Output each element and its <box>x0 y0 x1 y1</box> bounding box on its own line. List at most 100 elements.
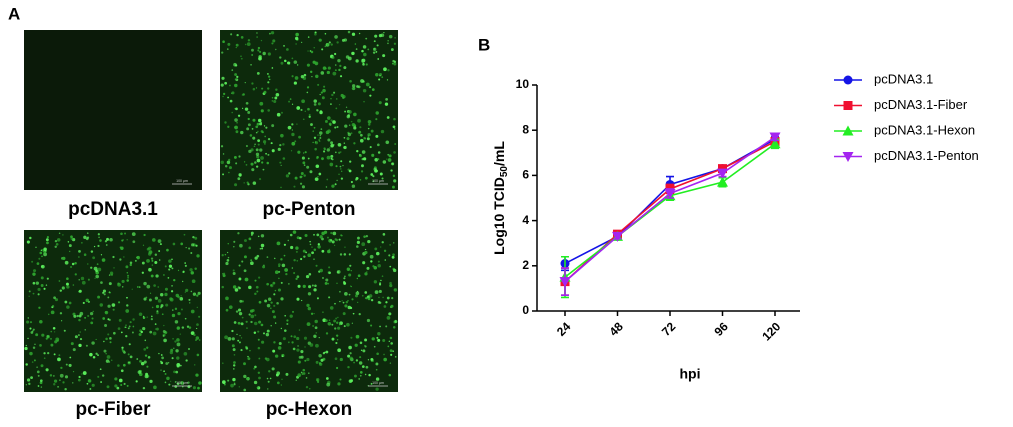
cell-spot <box>304 151 307 154</box>
cell-spot <box>104 324 108 327</box>
cell-spot <box>318 172 322 176</box>
cell-spot <box>274 270 279 274</box>
cell-spot <box>238 277 242 281</box>
cell-spot <box>302 161 306 165</box>
cell-spot <box>338 151 341 154</box>
cell-spot <box>110 273 114 277</box>
cell-spot <box>246 42 251 47</box>
cell-spot <box>296 336 300 341</box>
cell-spot <box>102 317 106 320</box>
cell-spot <box>247 117 250 121</box>
cell-spot <box>315 264 318 267</box>
cell-spot <box>277 346 282 350</box>
cell-spot <box>68 301 72 305</box>
cell-spot <box>95 352 98 355</box>
cell-spot <box>384 102 389 106</box>
cell-spot <box>225 296 229 301</box>
cell-spot <box>347 132 352 137</box>
cell-spot <box>325 332 329 335</box>
cell-spot <box>143 348 147 351</box>
cell-spot <box>168 362 170 364</box>
cell-spot <box>39 251 43 255</box>
cell-spot <box>257 330 260 333</box>
cell-spot <box>29 351 33 356</box>
cell-spot <box>248 246 252 250</box>
cell-spot <box>359 179 362 181</box>
cell-spot <box>341 300 343 302</box>
cell-spot <box>351 123 356 127</box>
y-tick-label: 8 <box>522 122 529 136</box>
cell-spot <box>334 52 337 56</box>
cell-spot <box>350 180 353 184</box>
cell-spot <box>81 242 83 244</box>
cell-spot <box>160 354 163 356</box>
cell-spot <box>131 232 136 237</box>
cell-spot <box>142 326 146 331</box>
cell-spot <box>390 342 393 345</box>
cell-spot <box>196 254 200 258</box>
cell-spot <box>327 116 331 120</box>
cell-spot <box>236 33 239 37</box>
cell-spot <box>190 331 195 336</box>
cell-spot <box>296 106 301 110</box>
cell-spot <box>337 58 341 63</box>
cell-spot <box>259 248 262 250</box>
cell-spot <box>257 371 261 374</box>
cell-spot <box>91 317 94 320</box>
cell-spot <box>164 373 167 375</box>
cell-spot <box>335 107 338 110</box>
cell-spot <box>306 357 310 362</box>
image-caption: pcDNA3.1 <box>68 199 158 220</box>
cell-spot <box>359 154 361 156</box>
cell-spot <box>193 333 196 337</box>
y-axis-label-subscript: 50 <box>499 166 510 178</box>
cell-spot <box>394 37 396 39</box>
cell-spot <box>391 162 394 165</box>
cell-spot <box>339 165 342 168</box>
cell-spot <box>150 315 153 318</box>
cell-spot <box>253 331 257 335</box>
cell-spot <box>363 235 366 238</box>
cell-spot <box>38 306 41 309</box>
cell-spot <box>156 310 159 313</box>
cell-spot <box>190 252 193 255</box>
cell-spot <box>198 339 201 341</box>
cell-spot <box>318 336 320 339</box>
cell-spot <box>258 300 262 304</box>
cell-spot <box>318 139 321 141</box>
cell-spot <box>370 173 374 176</box>
cell-spot <box>92 355 96 359</box>
cell-spot <box>266 256 269 259</box>
cell-spot <box>339 75 343 78</box>
cell-spot <box>347 299 349 302</box>
cell-spot <box>157 239 162 243</box>
cell-spot <box>292 347 296 351</box>
cell-spot <box>239 299 243 303</box>
cell-spot <box>357 236 360 240</box>
cell-spot <box>102 289 106 293</box>
cell-spot <box>172 309 174 311</box>
cell-spot <box>303 164 306 166</box>
cell-spot <box>280 297 284 301</box>
cell-spot <box>157 286 160 288</box>
cell-spot <box>103 340 105 343</box>
cell-spot <box>182 280 184 283</box>
cell-spot <box>334 327 337 330</box>
cell-spot <box>250 231 254 235</box>
cell-spot <box>78 343 82 348</box>
cell-spot <box>330 143 334 148</box>
cell-spot <box>256 155 260 159</box>
cell-spot <box>41 333 45 337</box>
cell-spot <box>83 235 87 240</box>
cell-spot <box>70 342 74 346</box>
cell-spot <box>375 134 379 138</box>
cell-spot <box>102 291 105 294</box>
cell-spot <box>165 303 169 307</box>
cell-spot <box>257 46 261 50</box>
cell-spot <box>143 297 147 301</box>
cell-spot <box>284 59 287 63</box>
cell-spot <box>319 110 323 113</box>
series-line <box>564 143 776 278</box>
cell-spot <box>360 349 363 351</box>
